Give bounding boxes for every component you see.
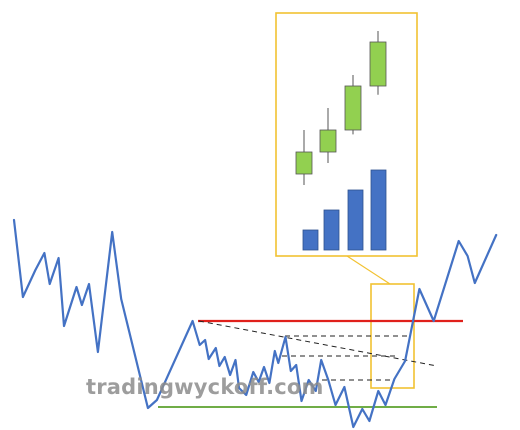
callout-connector bbox=[346, 255, 391, 285]
callout-group bbox=[275, 12, 418, 389]
price-line bbox=[12, 218, 498, 429]
inset-box bbox=[275, 12, 418, 257]
volume-bar bbox=[323, 209, 340, 251]
volume-bar bbox=[302, 229, 319, 251]
candle-body bbox=[344, 85, 362, 131]
dashed-reference-line bbox=[198, 320, 438, 367]
watermark-text: tradingwyckoff.com bbox=[86, 375, 324, 399]
candle-body bbox=[295, 151, 313, 175]
volume-bar bbox=[370, 169, 387, 251]
volume-bar bbox=[347, 189, 364, 251]
candle-body bbox=[369, 41, 387, 87]
price-group bbox=[12, 218, 498, 429]
levels-group bbox=[158, 319, 463, 408]
candle-body bbox=[319, 129, 337, 153]
